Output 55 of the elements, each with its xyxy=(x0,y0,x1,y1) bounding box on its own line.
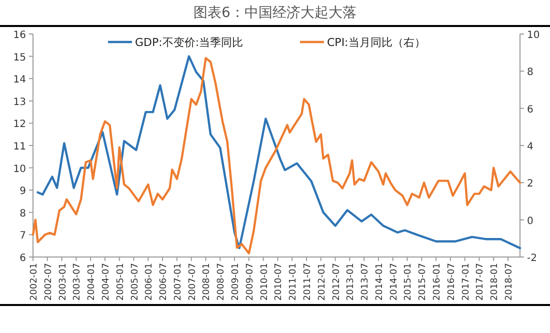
legend-label: CPI:当月同比（右） xyxy=(327,36,426,49)
x-tick-label: 2015-01 xyxy=(404,263,414,301)
x-tick-label: 2006-01 xyxy=(144,263,155,301)
x-tick-label: 2007-01 xyxy=(173,263,184,301)
x-tick-label: 2008-01 xyxy=(202,263,212,301)
x-tick-label: 2014-07 xyxy=(389,263,400,301)
y-tick-label: 6 xyxy=(20,253,26,264)
x-tick-label: 2016-01 xyxy=(432,263,443,301)
chart-title: 图表6：中国经济大起大落 xyxy=(194,5,356,21)
y2-tick-label: 0 xyxy=(527,216,534,227)
x-tick-label: 2011-01 xyxy=(288,263,299,301)
x-tick-label: 2013-01 xyxy=(346,263,356,301)
x-tick-label: 2014-01 xyxy=(374,263,385,301)
x-tick-label: 2018-01 xyxy=(490,263,500,301)
x-tick-label: 2013-07 xyxy=(360,263,371,301)
x-tick-label: 2003-01 xyxy=(58,263,68,301)
y-tick-label: 11 xyxy=(13,142,26,152)
x-tick-label: 2009-07 xyxy=(245,263,256,301)
y2-tick-label: 10 xyxy=(527,30,540,41)
x-tick-label: 2005-01 xyxy=(116,263,126,301)
y-tick-label: 10 xyxy=(13,164,26,175)
y2-tick-label: 2 xyxy=(527,178,534,190)
x-tick-label: 2017-07 xyxy=(476,263,486,301)
y-tick-label: 8 xyxy=(20,208,26,220)
y-tick-label: 7 xyxy=(20,230,26,242)
y2-tick-label: 8 xyxy=(527,67,534,78)
x-tick-label: 2004-07 xyxy=(101,263,112,301)
x-tick-label: 2004-01 xyxy=(87,263,98,301)
x-tick-label: 2009-01 xyxy=(231,263,242,301)
y-tick-label: 14 xyxy=(13,74,26,86)
x-tick-label: 2010-07 xyxy=(274,263,284,301)
x-tick-label: 2003-07 xyxy=(72,263,83,301)
legend-label: GDP:不变价:当季同比 xyxy=(135,36,244,49)
y2-tick-label: 6 xyxy=(527,104,534,116)
y-tick-label: 9 xyxy=(20,186,26,198)
y-tick-label: 13 xyxy=(13,96,26,108)
x-tick-label: 2010-01 xyxy=(260,263,270,301)
y2-tick-label: 4 xyxy=(527,142,534,152)
y-tick-label: 16 xyxy=(13,30,26,41)
x-tick-label: 2016-07 xyxy=(446,263,457,301)
x-tick-label: 2008-07 xyxy=(216,263,227,301)
x-tick-label: 2012-07 xyxy=(332,263,342,301)
x-tick-label: 2012-01 xyxy=(317,263,328,301)
x-tick-label: 2017-01 xyxy=(461,263,472,301)
y-tick-label: 15 xyxy=(13,52,26,64)
x-tick-label: 2002-01 xyxy=(30,263,40,301)
x-tick-label: 2005-07 xyxy=(130,263,140,301)
x-tick-label: 2015-07 xyxy=(418,263,428,301)
x-tick-label: 2006-07 xyxy=(159,263,170,301)
y2-tick-label: -2 xyxy=(527,253,537,264)
x-tick-label: 2002-07 xyxy=(44,263,54,301)
x-tick-label: 2018-07 xyxy=(504,263,515,301)
y-tick-label: 12 xyxy=(13,119,26,130)
x-tick-label: 2011-07 xyxy=(302,263,313,301)
x-tick-label: 2007-07 xyxy=(188,263,198,301)
